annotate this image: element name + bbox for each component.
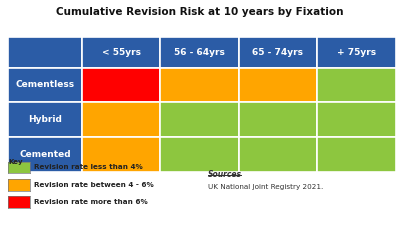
Text: Key: Key (8, 159, 23, 165)
Text: Sources: Sources (208, 170, 242, 179)
Text: < 55yrs: < 55yrs (102, 48, 141, 57)
Text: Revision rate less than 4%: Revision rate less than 4% (34, 164, 143, 170)
Text: Cemented: Cemented (19, 150, 71, 159)
Text: Revision rate between 4 - 6%: Revision rate between 4 - 6% (34, 182, 154, 188)
Text: UK National Joint Registry 2021.: UK National Joint Registry 2021. (208, 184, 323, 191)
Text: Revision rate more than 6%: Revision rate more than 6% (34, 199, 148, 205)
Text: Cementless: Cementless (16, 81, 74, 89)
Text: 56 - 64yrs: 56 - 64yrs (174, 48, 225, 57)
Text: Cumulative Revision Risk at 10 years by Fixation: Cumulative Revision Risk at 10 years by … (56, 7, 344, 17)
Text: 65 - 74yrs: 65 - 74yrs (252, 48, 304, 57)
Text: + 75yrs: + 75yrs (337, 48, 376, 57)
Text: Hybrid: Hybrid (28, 115, 62, 124)
